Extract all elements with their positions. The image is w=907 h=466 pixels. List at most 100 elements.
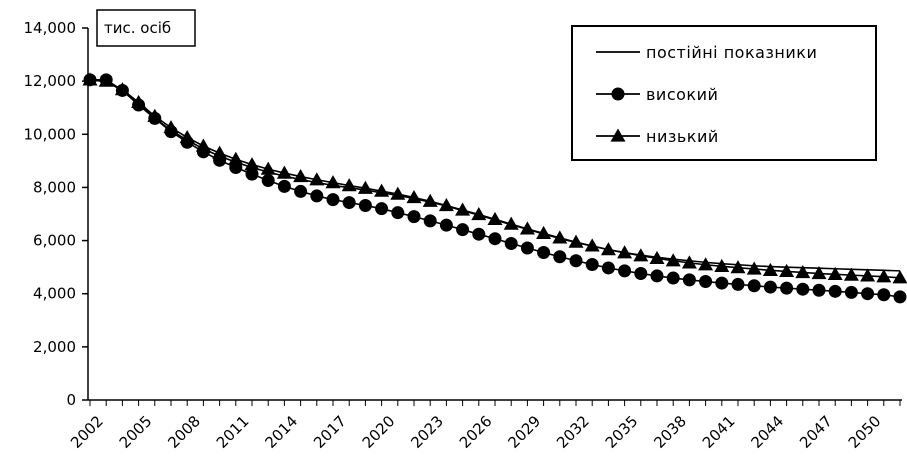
series-point xyxy=(552,230,568,244)
series-point xyxy=(780,281,794,295)
legend-label: постійні показники xyxy=(646,43,817,62)
series-point xyxy=(843,267,859,281)
series-point xyxy=(228,151,244,165)
series-point xyxy=(375,202,389,216)
series-point xyxy=(682,273,696,287)
series-point xyxy=(633,248,649,262)
x-tick-label: 2032 xyxy=(553,412,593,452)
unit-label: тис. осіб xyxy=(104,19,171,37)
legend-marker xyxy=(611,87,625,101)
series-point xyxy=(309,172,325,186)
series-point xyxy=(568,234,584,248)
x-tick-label: 2005 xyxy=(116,412,156,452)
series-point xyxy=(665,253,681,267)
series-point xyxy=(326,193,340,207)
series-point xyxy=(731,277,745,291)
series-point xyxy=(277,179,291,193)
y-axis-ticks: 0 2,000 4,000 6,000 8,000 10,000 12,000 14,000 xyxy=(24,19,88,409)
series-point xyxy=(212,145,228,159)
x-tick-label: 2002 xyxy=(67,412,107,452)
series-point xyxy=(147,108,163,122)
y-tick-label: 14,000 xyxy=(24,19,77,37)
series-point xyxy=(456,223,470,237)
series-point xyxy=(520,241,534,255)
x-tick-label: 2026 xyxy=(456,412,496,452)
series-point xyxy=(617,245,633,259)
series-point xyxy=(601,261,615,275)
series-point xyxy=(82,72,98,86)
series-point xyxy=(553,250,567,264)
series-point xyxy=(438,197,454,212)
series-point xyxy=(877,288,891,302)
series-point xyxy=(357,180,373,194)
series-point xyxy=(666,271,680,285)
series-point xyxy=(796,282,810,296)
series-point xyxy=(537,246,551,260)
x-tick-label: 2029 xyxy=(504,412,544,452)
series-point xyxy=(487,211,503,225)
x-tick-label: 2041 xyxy=(699,412,739,452)
series-point xyxy=(860,268,876,282)
series-point xyxy=(472,227,486,241)
series-point xyxy=(358,198,372,212)
series-point xyxy=(812,283,826,297)
series-point xyxy=(779,263,795,278)
series-point xyxy=(244,157,260,171)
x-tick-label: 2017 xyxy=(310,412,350,452)
x-tick-label: 2038 xyxy=(650,412,690,452)
series-point xyxy=(341,178,357,192)
series-point xyxy=(634,267,648,281)
series-point xyxy=(762,262,778,276)
series-point xyxy=(407,210,421,224)
series-2 xyxy=(83,73,907,304)
y-tick-label: 12,000 xyxy=(24,72,77,90)
series-point xyxy=(131,94,147,109)
y-tick-label: 2,000 xyxy=(33,338,76,356)
series-point xyxy=(310,189,324,203)
series-point xyxy=(714,258,730,272)
legend: постійні показники високий низький xyxy=(571,25,877,161)
series-point xyxy=(455,202,471,216)
series-point xyxy=(390,186,406,200)
series-point xyxy=(391,206,405,220)
series-point xyxy=(261,174,275,188)
series-point xyxy=(763,280,777,294)
series-point xyxy=(406,190,422,204)
y-tick-label: 8,000 xyxy=(33,178,76,196)
series-3 xyxy=(82,72,907,284)
series-point xyxy=(585,257,599,271)
series-point xyxy=(584,238,600,252)
series-point xyxy=(876,269,892,283)
series-point xyxy=(715,276,729,290)
series-point xyxy=(618,264,632,278)
series-point xyxy=(828,284,842,298)
series-point xyxy=(649,250,665,264)
x-axis-ticks: 2002 2005 2008 2011 2014 2017 2020 2023 2026 2029… xyxy=(67,400,901,452)
series-point xyxy=(747,279,761,293)
y-tick-label: 6,000 xyxy=(33,232,76,250)
y-tick-label: 0 xyxy=(66,391,76,409)
series-point xyxy=(746,261,762,275)
x-tick-label: 2047 xyxy=(796,412,836,452)
series-point xyxy=(699,274,713,288)
series-point xyxy=(422,193,438,207)
series-point xyxy=(503,216,519,230)
series-point xyxy=(439,218,453,232)
series-point xyxy=(844,285,858,299)
series-point xyxy=(795,264,811,279)
series-point xyxy=(488,232,502,246)
x-tick-label: 2023 xyxy=(407,412,447,452)
x-tick-label: 2044 xyxy=(747,412,787,452)
legend-marker xyxy=(610,128,626,142)
legend-label: низький xyxy=(646,127,719,146)
unit-label-box: тис. осіб xyxy=(96,9,196,47)
series-layer xyxy=(82,72,907,304)
series-point xyxy=(195,138,211,152)
legend-label: високий xyxy=(646,85,718,104)
series-point xyxy=(293,169,309,183)
series-point xyxy=(98,73,114,87)
series-point xyxy=(423,214,437,228)
series-point xyxy=(179,129,195,144)
series-point xyxy=(294,184,308,198)
